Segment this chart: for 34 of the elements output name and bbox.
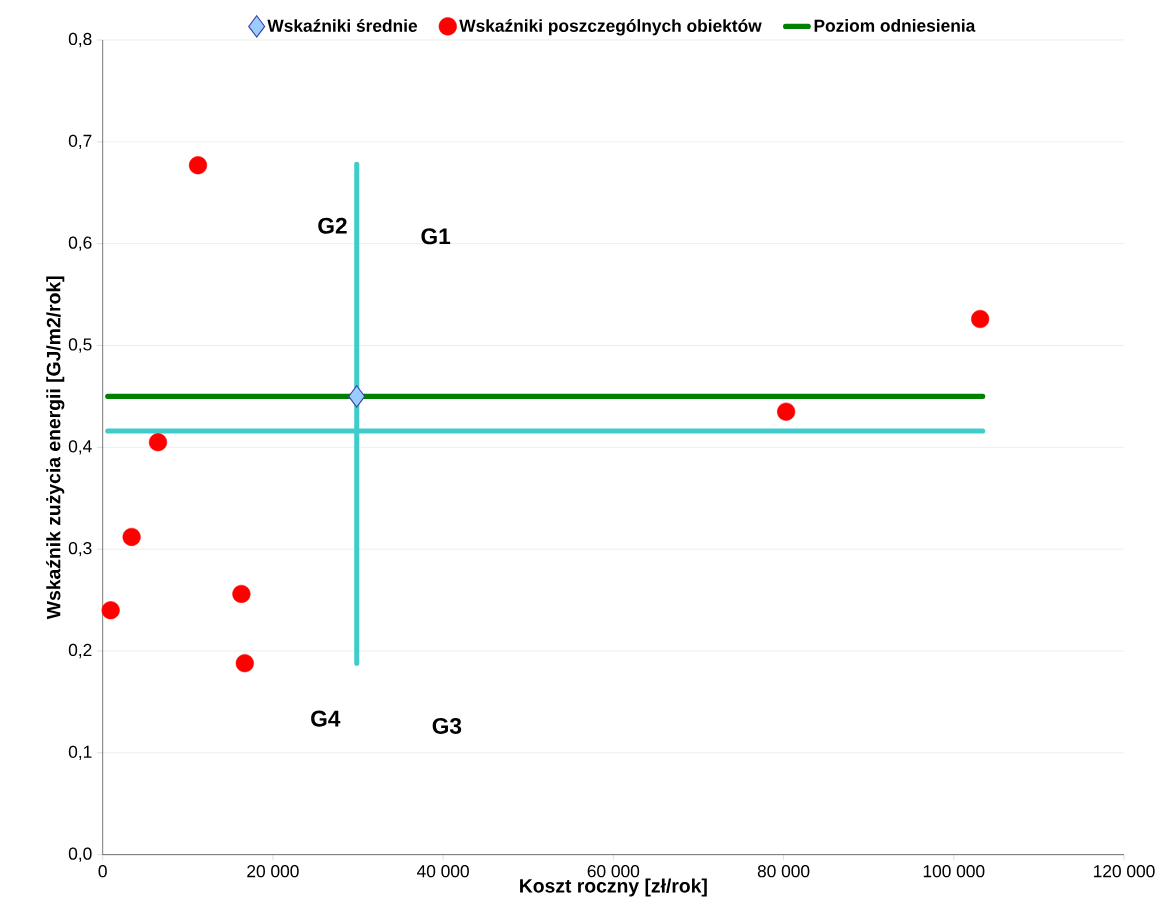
x-tick-label: 60 000 [587, 865, 640, 878]
x-tick-label: 40 000 [417, 865, 469, 878]
legend-label: Wskaźniki średnie [267, 19, 418, 32]
point [232, 584, 251, 604]
x-tick-label: 20 000 [247, 865, 299, 878]
annotation: G1 [421, 228, 451, 245]
y-tick-label: 0,6 [68, 236, 92, 251]
x-axis-title: Koszt roczny [zł/rok] [520, 878, 707, 897]
point [101, 601, 120, 620]
y-tick-label: 0,4 [68, 440, 92, 455]
y-tick-label: 0,8 [68, 32, 92, 48]
annotation: G4 [311, 710, 341, 727]
x-tick-label: 100 000 [923, 865, 985, 878]
y-tick-label: 0,0 [68, 847, 92, 862]
x-tick-label: 120 000 [1094, 865, 1155, 878]
annotation: G3 [432, 717, 462, 734]
annotation: G2 [318, 217, 347, 234]
y-axis-title: Wskaźnik zużycia energii [GJ/m2/rok] [46, 276, 65, 620]
y-tick-label: 0,2 [68, 643, 92, 659]
point [188, 156, 208, 175]
point [148, 433, 168, 452]
y-tick-label: 0,7 [68, 134, 92, 149]
x-tick-label: 0 [98, 865, 107, 878]
point [777, 402, 796, 421]
x-tick-label: 80 000 [757, 865, 810, 878]
y-tick-label: 0,3 [68, 541, 92, 557]
point [348, 385, 366, 408]
legend-label: Poziom odniesienia [814, 19, 976, 32]
point [235, 654, 254, 673]
y-tick-label: 0,5 [68, 338, 92, 353]
point [122, 527, 141, 547]
legend-label: Wskaźniki poszczególnych obiektów [459, 19, 762, 36]
point [971, 309, 990, 329]
y-tick-label: 0,1 [68, 745, 92, 760]
